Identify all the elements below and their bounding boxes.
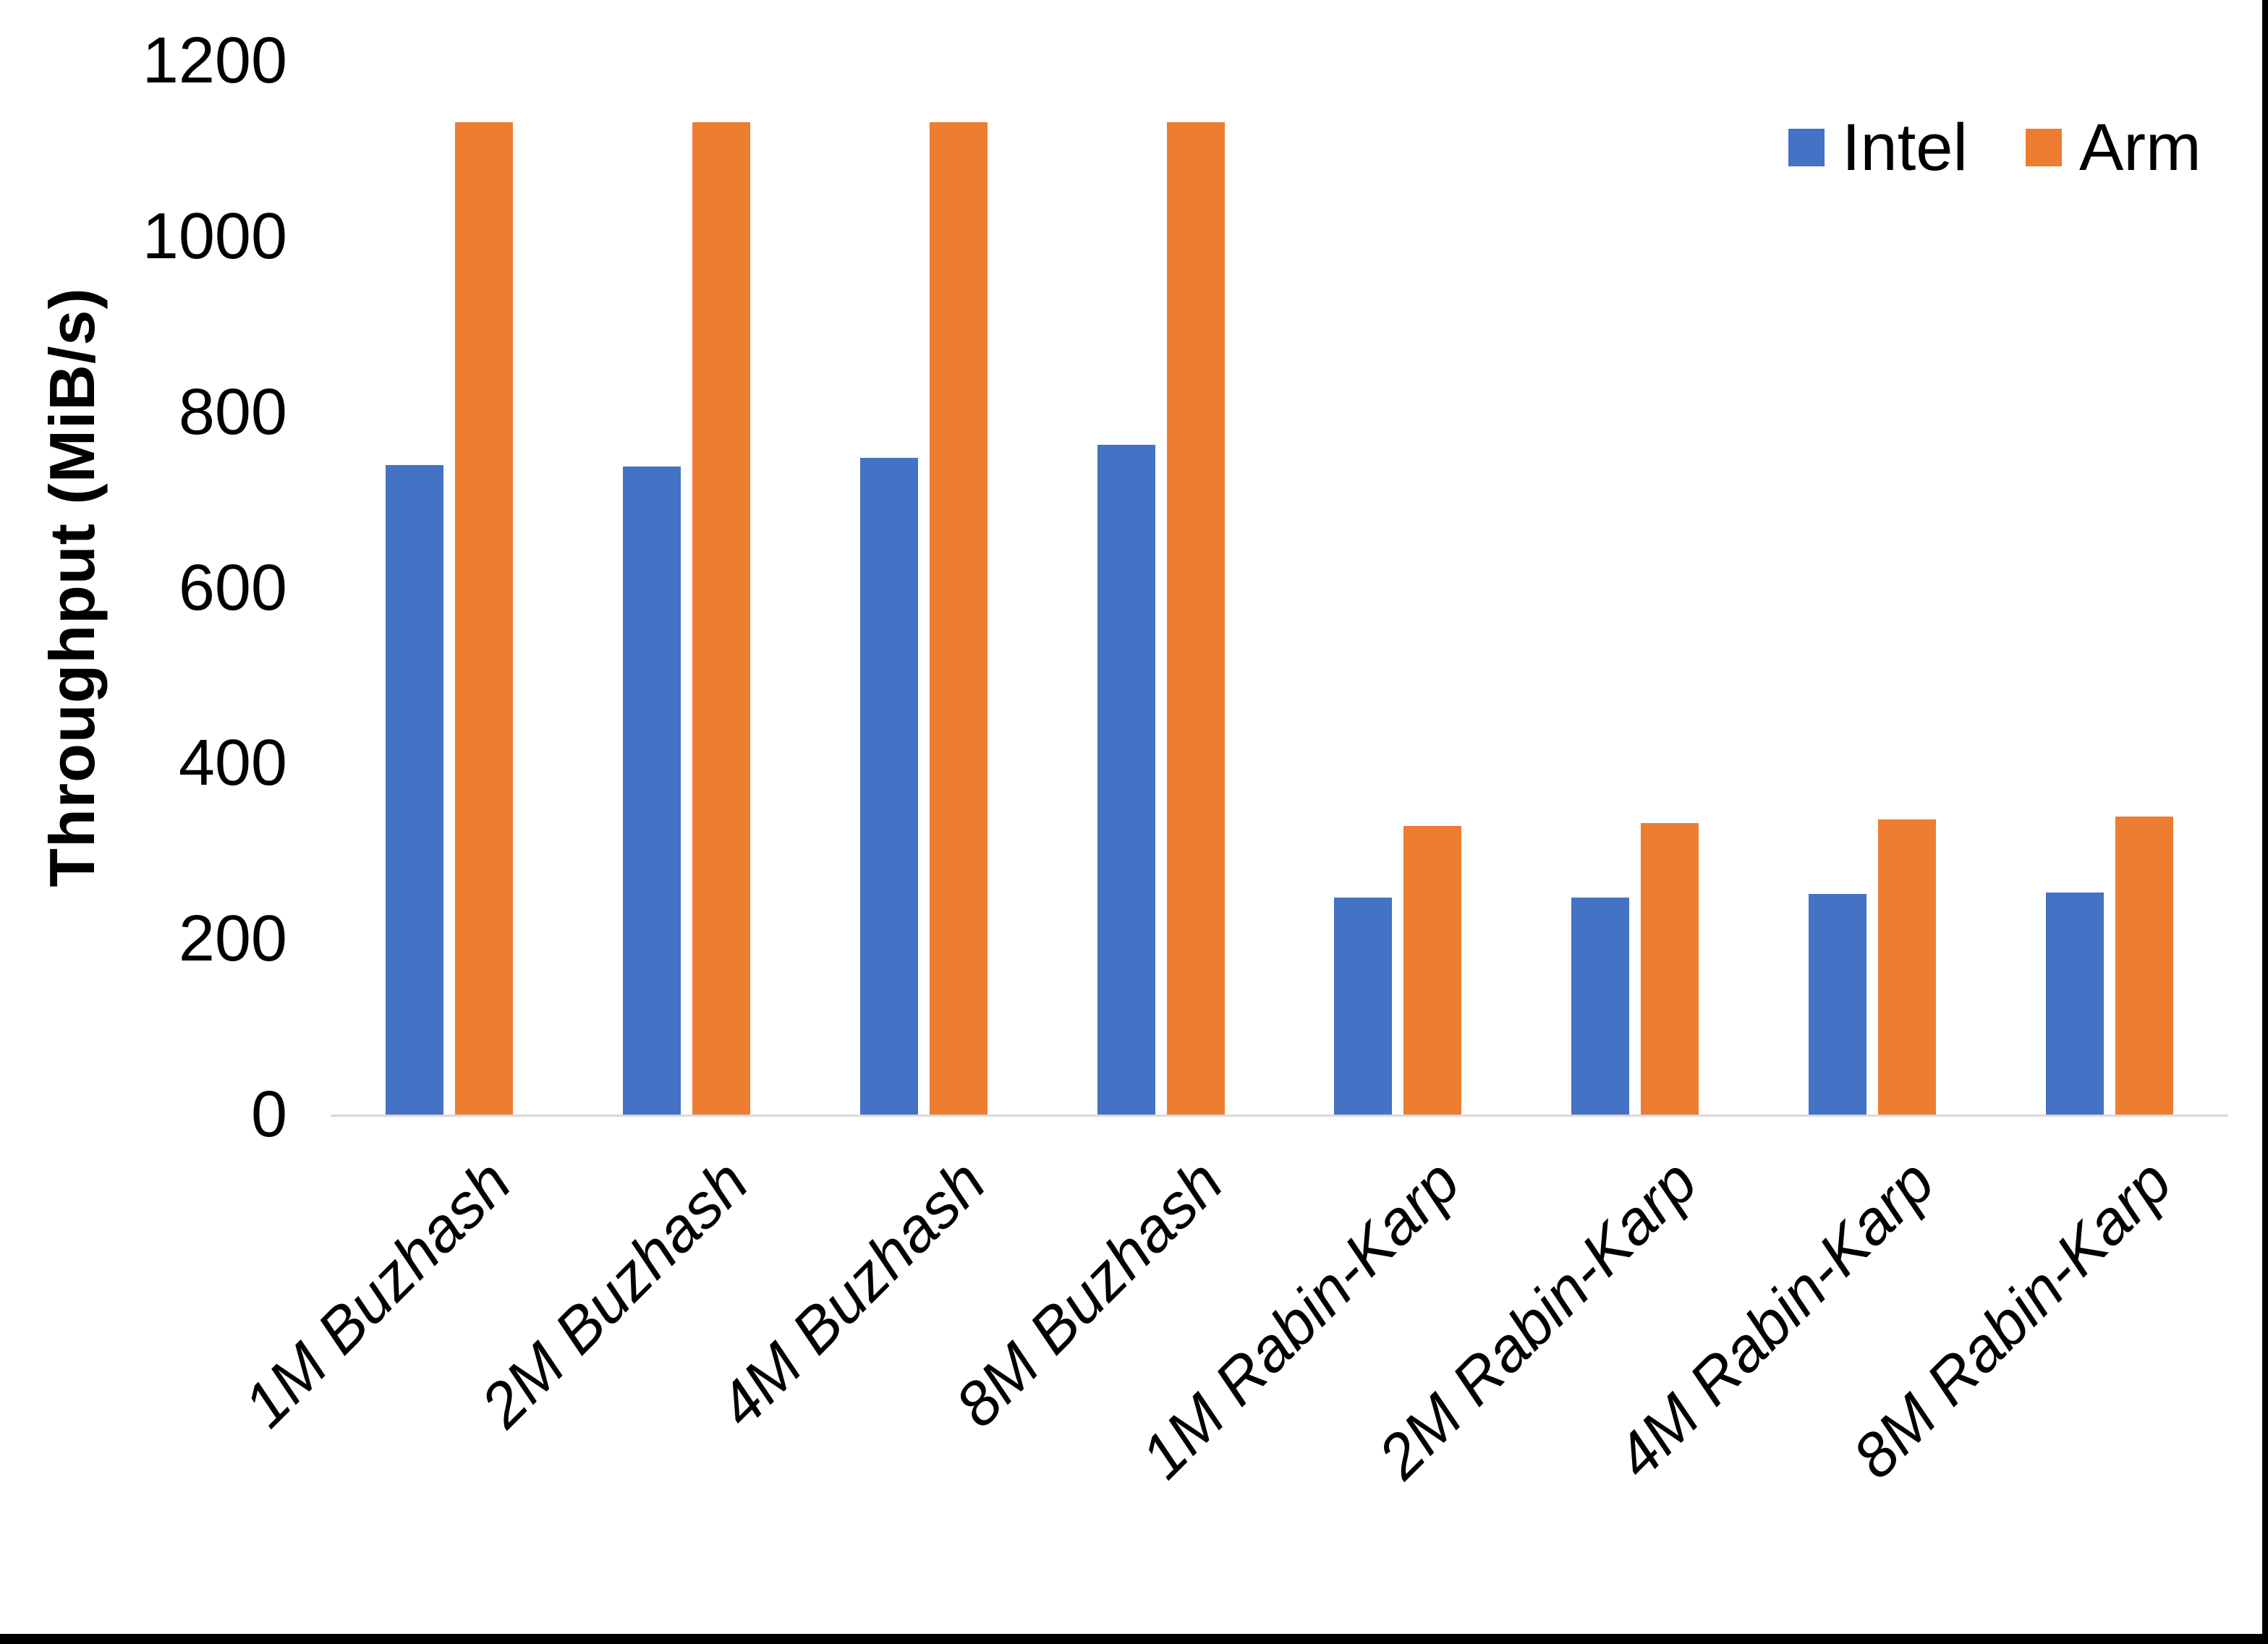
bar-arm-2m-buzhash [692,122,750,1115]
bar-intel-4m-rabin-karp [1809,894,1866,1115]
legend: Intel Arm [0,111,2268,184]
screen-border-bottom [0,1634,2268,1644]
bar-intel-1m-buzhash [386,465,443,1115]
bar-arm-1m-buzhash [455,122,513,1115]
screen-border-right [2262,0,2268,1644]
bar-intel-1m-rabin-karp [1334,898,1392,1115]
bar-arm-1m-rabin-karp [1403,826,1461,1115]
bar-arm-4m-rabin-karp [1878,819,1936,1115]
bar-intel-8m-buzhash [1097,445,1155,1115]
legend-item-intel: Intel [1788,111,1968,184]
bar-intel-2m-rabin-karp [1571,898,1629,1115]
legend-swatch-intel [1788,129,1825,166]
y-tick-label: 1200 [142,25,287,97]
y-tick-label: 400 [178,727,287,800]
bar-intel-4m-buzhash [860,458,918,1115]
y-tick-label: 1000 [142,200,287,273]
y-tick-label: 800 [178,375,287,448]
y-tick-label: 0 [250,1078,287,1151]
legend-swatch-arm [2026,129,2062,166]
x-axis-line [331,1115,2228,1117]
y-tick-label: 600 [178,551,287,624]
bar-intel-8m-rabin-karp [2046,893,2104,1115]
legend-label: Intel [1842,111,1968,184]
bar-arm-4m-buzhash [930,122,988,1115]
legend-label: Arm [2079,111,2201,184]
bar-intel-2m-buzhash [623,467,681,1115]
legend-item-arm: Arm [2026,111,2201,184]
bar-arm-8m-buzhash [1167,122,1225,1115]
bar-arm-2m-rabin-karp [1641,823,1699,1115]
y-tick-label: 200 [178,903,287,976]
bar-arm-8m-rabin-karp [2115,817,2173,1115]
